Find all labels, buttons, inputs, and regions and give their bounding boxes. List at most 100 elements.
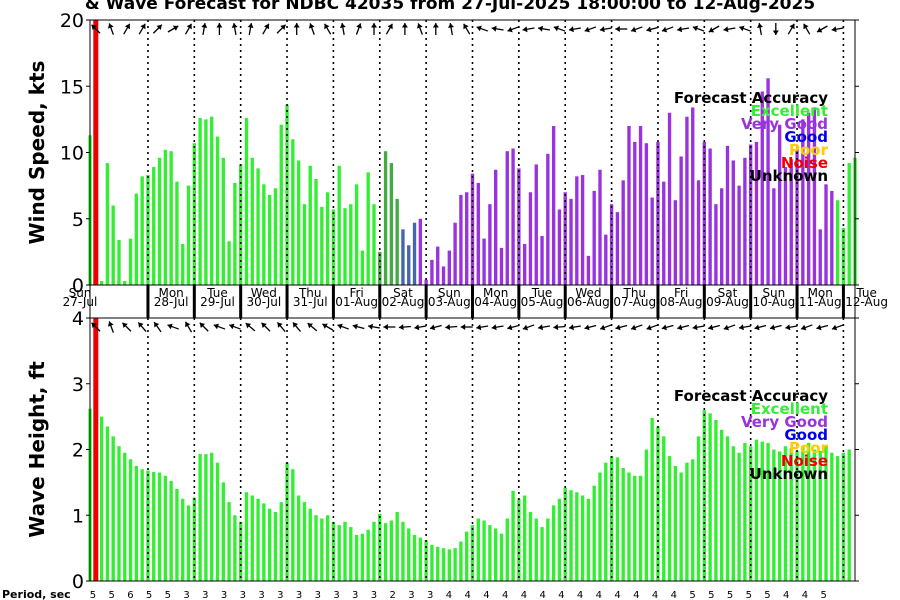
- data-bar: [511, 490, 515, 581]
- direction-arrow: [153, 321, 162, 333]
- data-bar: [204, 119, 208, 286]
- data-bar: [534, 164, 538, 285]
- period-value: 4: [502, 590, 508, 600]
- day-of-week-label: Mon: [808, 286, 833, 300]
- direction-arrow: [831, 26, 844, 33]
- direction-arrow: [416, 23, 423, 35]
- direction-arrow: [107, 23, 114, 35]
- data-bar: [801, 446, 805, 581]
- arrow-head: [277, 322, 283, 328]
- data-bar: [621, 180, 625, 285]
- data-bar: [308, 508, 312, 581]
- direction-arrow: [199, 322, 209, 332]
- day-of-week-label: Fri: [349, 286, 363, 300]
- direction-arrow: [262, 23, 270, 35]
- direction-arrow: [429, 324, 442, 331]
- arrow-head: [631, 26, 637, 33]
- direction-arrow: [661, 26, 674, 33]
- data-bar: [818, 229, 822, 285]
- data-bar: [372, 204, 376, 285]
- data-bar: [250, 495, 254, 581]
- direction-arrow: [476, 324, 489, 331]
- direction-arrow: [91, 24, 101, 34]
- data-bar: [308, 165, 312, 285]
- period-value: 4: [558, 590, 564, 600]
- data-bar: [522, 495, 527, 581]
- direction-arrow: [661, 324, 674, 331]
- arrow-head: [708, 27, 715, 33]
- day-divider: [239, 285, 243, 318]
- data-bar: [325, 192, 330, 285]
- date-label: 09-Aug: [706, 295, 749, 309]
- direction-arrow: [414, 324, 427, 331]
- day-of-week-label: Sat: [393, 286, 413, 300]
- data-bar: [244, 492, 249, 581]
- arrow-head: [154, 322, 160, 328]
- day-of-week-label: Sat: [718, 286, 738, 300]
- data-bar: [494, 169, 498, 285]
- data-bar: [667, 456, 672, 581]
- data-bar: [656, 426, 660, 581]
- direction-arrow: [276, 321, 286, 333]
- direction-arrow: [355, 23, 362, 35]
- arrow-head: [491, 25, 497, 32]
- data-bar: [152, 167, 156, 285]
- data-bar: [476, 182, 480, 285]
- date-label: 31-Jul: [293, 295, 328, 309]
- arrow-head: [352, 323, 358, 330]
- direction-arrow: [677, 26, 690, 33]
- direction-arrow: [123, 23, 131, 35]
- day-divider: [146, 285, 150, 318]
- direction-arrow: [537, 25, 551, 32]
- y-tick-label: 15: [60, 76, 84, 98]
- arrow-head: [801, 324, 807, 331]
- direction-arrow: [522, 26, 535, 33]
- direction-arrow: [463, 23, 471, 35]
- data-bar: [592, 485, 596, 581]
- data-bar: [169, 481, 173, 581]
- data-bar: [447, 549, 451, 581]
- day-of-week-label: Mon: [483, 286, 508, 300]
- direction-arrow: [201, 22, 208, 36]
- data-bar: [436, 546, 440, 581]
- data-bar: [835, 200, 840, 285]
- direction-arrow: [785, 324, 798, 331]
- data-bar: [430, 259, 434, 285]
- direction-arrow: [708, 25, 720, 33]
- data-bar: [320, 518, 324, 581]
- data-bar: [662, 436, 666, 581]
- data-bar: [662, 181, 666, 285]
- period-value: 5: [821, 590, 827, 600]
- arrow-head: [507, 26, 513, 33]
- arrow-head: [245, 323, 252, 329]
- data-bar: [181, 498, 185, 581]
- data-bar: [720, 429, 724, 581]
- date-label: 05-Aug: [521, 295, 564, 309]
- day-of-week-label: Tue: [531, 286, 553, 300]
- data-bar: [609, 204, 614, 285]
- arrow-head: [491, 324, 497, 331]
- direction-arrow: [553, 324, 566, 331]
- data-bar: [128, 459, 133, 581]
- period-value: 3: [333, 590, 339, 600]
- legend-item: Good: [784, 128, 828, 146]
- data-bar: [754, 141, 759, 285]
- arrow-head: [398, 324, 404, 331]
- data-bar: [598, 169, 602, 285]
- data-bar: [163, 475, 168, 581]
- data-bar: [372, 521, 376, 581]
- data-bar: [192, 143, 196, 285]
- legend-item: Noise: [781, 154, 828, 172]
- direction-arrow: [769, 324, 782, 331]
- data-bar: [331, 521, 336, 581]
- arrow-head: [263, 23, 270, 30]
- direction-arrow: [754, 324, 767, 331]
- data-bar: [128, 238, 133, 286]
- data-bar: [772, 188, 776, 285]
- data-bar: [285, 462, 289, 581]
- data-bar: [157, 157, 162, 285]
- data-bar: [210, 452, 214, 581]
- data-bar: [227, 241, 231, 285]
- data-bar: [801, 119, 805, 286]
- arrow-head: [199, 322, 206, 329]
